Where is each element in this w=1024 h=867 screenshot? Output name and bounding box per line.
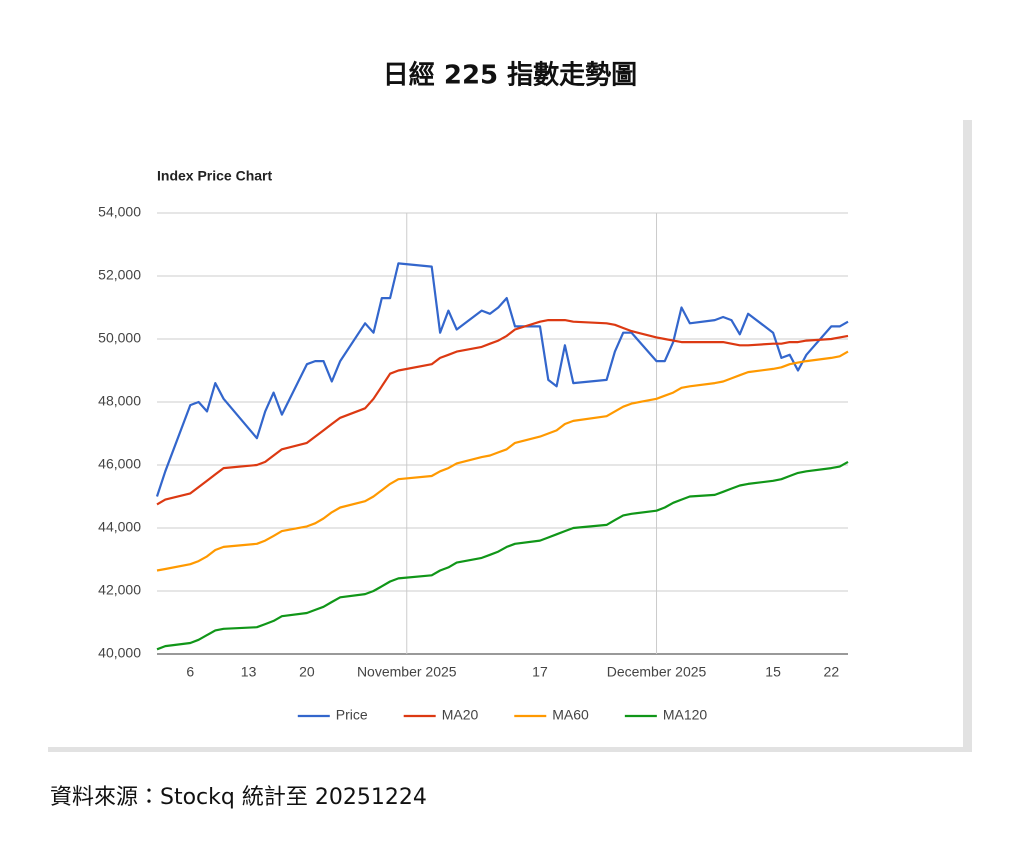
x-tick-label: 15	[765, 664, 781, 680]
chart-card	[48, 120, 963, 747]
x-tick-label: 13	[241, 664, 257, 680]
y-tick-label: 46,000	[98, 456, 141, 472]
y-tick-label: 44,000	[98, 519, 141, 535]
x-tick-label: 20	[299, 664, 315, 680]
series-line	[155, 262, 849, 497]
x-tick-label: 22	[824, 664, 840, 680]
legend-label: Price	[336, 707, 368, 723]
y-tick-label: 54,000	[98, 204, 141, 220]
legend-label: MA60	[552, 707, 589, 723]
series-line	[156, 350, 849, 572]
y-tick-label: 50,000	[98, 330, 141, 346]
x-tick-label: 6	[186, 664, 194, 680]
x-tick-label: November 2025	[357, 664, 457, 680]
source-note: 資料來源：Stockq 統計至 20251224	[50, 785, 427, 810]
page-title: 日經 225 指數走勢圖	[383, 60, 637, 91]
y-tick-label: 42,000	[98, 582, 141, 598]
card-shadow	[963, 120, 972, 752]
legend-label: MA20	[442, 707, 479, 723]
y-tick-label: 40,000	[98, 645, 141, 661]
y-tick-label: 48,000	[98, 393, 141, 409]
x-tick-label: December 2025	[607, 664, 707, 680]
legend-label: MA120	[663, 707, 708, 723]
chart-title: Index Price Chart	[157, 168, 272, 184]
series-line	[156, 460, 849, 651]
y-tick-label: 52,000	[98, 267, 141, 283]
card-shadow	[48, 747, 972, 752]
x-tick-label: 17	[532, 664, 548, 680]
series-line	[156, 319, 849, 506]
